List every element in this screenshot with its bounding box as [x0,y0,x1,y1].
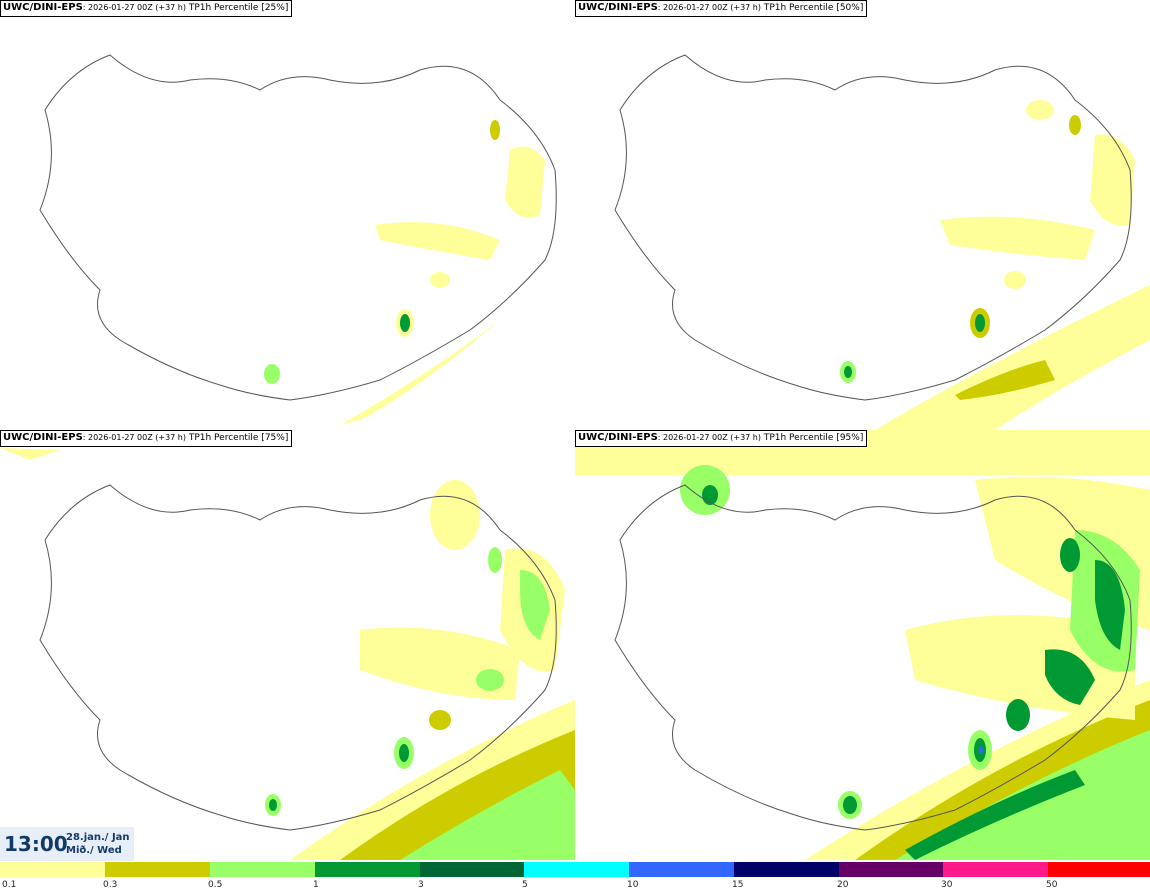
legend-label: 5 [522,880,528,890]
panel-title: UWC/DINI-EPS: 2026-01-27 00Z (+37 h) TP1… [575,0,868,17]
legend-label: 0.5 [208,880,223,890]
legend-swatch [315,862,420,877]
legend-swatch [734,862,839,877]
panel-title: UWC/DINI-EPS: 2026-01-27 00Z (+37 h) TP1… [575,430,868,447]
map-p75 [0,448,575,860]
coastline [614,54,1132,401]
map-p50 [614,54,1150,430]
legend-swatch [1048,862,1150,877]
map-p25 [39,54,557,425]
panel-title: UWC/DINI-EPS: 2026-01-27 00Z (+37 h) TP1… [0,430,293,447]
coastline [614,484,1132,831]
legend-swatch [105,862,210,877]
legend-swatch [420,862,524,877]
legend-swatch [943,862,1048,877]
precip-shading [840,100,1150,430]
color-scale-legend: 0.1 0.3 0.5 1 3 5 10 15 20 30 50 [0,861,1150,891]
legend-label: 20 [837,880,849,890]
precip-shading [264,120,545,425]
legend-swatch [524,862,629,877]
valid-time-box: 13:00 28.jan./ Jan Mið./ Wed [0,827,134,861]
coastline [39,484,557,831]
legend-label: 3 [418,880,424,890]
legend-swatch [839,862,943,877]
panel-title: UWC/DINI-EPS: 2026-01-27 00Z (+37 h) TP1… [0,0,293,17]
precip-shading [575,430,1150,860]
valid-date: 28.jan./ Jan Mið./ Wed [66,832,130,856]
legend-label: 1 [313,880,319,890]
precip-shading [0,448,575,860]
map-panel-p75: UWC/DINI-EPS: 2026-01-27 00Z (+37 h) TP1… [0,430,575,860]
legend-label: 30 [941,880,953,890]
legend-label: 15 [732,880,744,890]
map-panel-p95: UWC/DINI-EPS: 2026-01-27 00Z (+37 h) TP1… [575,430,1150,860]
legend-label: 50 [1046,880,1058,890]
legend-label: 10 [627,880,639,890]
legend-label: 0.3 [103,880,118,890]
legend-label: 0.1 [2,880,17,890]
map-p95 [575,430,1150,860]
map-panel-p25: UWC/DINI-EPS: 2026-01-27 00Z (+37 h) TP1… [0,0,575,430]
coastline [39,54,557,401]
legend-swatch [210,862,315,877]
valid-time: 13:00 [4,832,68,856]
legend-swatch [0,862,105,877]
legend-swatch [629,862,734,877]
map-panel-p50: UWC/DINI-EPS: 2026-01-27 00Z (+37 h) TP1… [575,0,1150,430]
